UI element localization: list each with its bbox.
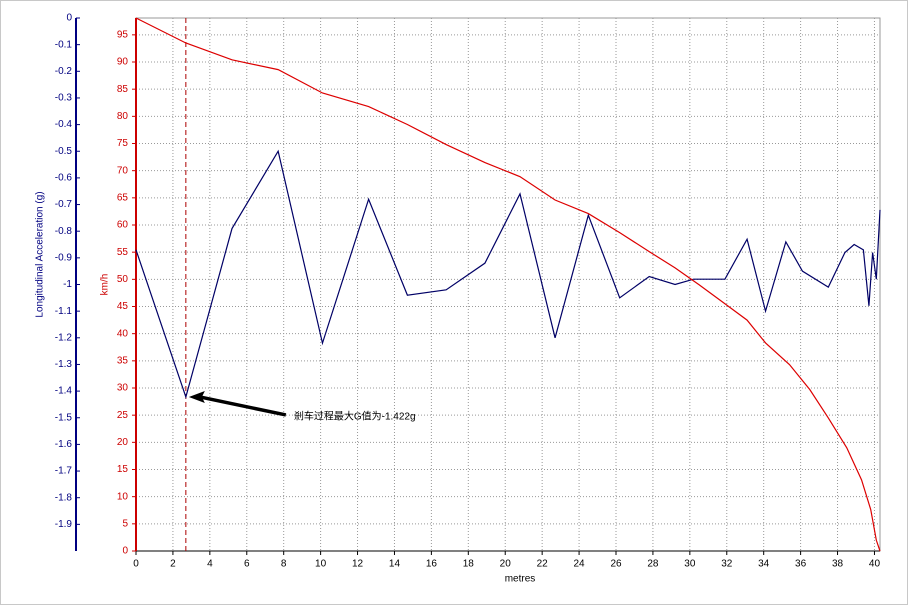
x-tick-label: 12 [352,559,364,570]
x-tick-label: 30 [684,559,696,570]
x-tick-label: 20 [500,559,512,570]
y2-tick-label: 95 [117,29,129,40]
x-tick-label: 14 [389,559,401,570]
y-tick-label: -0.6 [55,173,73,184]
y2-tick-label: 45 [117,301,129,312]
y2-tick-label: 90 [117,57,129,68]
y-axis-label: Longitudinal Acceleration (g) [35,191,46,317]
y2-tick-label: 85 [117,84,129,95]
y2-axis-label: km/h [100,274,111,296]
y-tick-label: -1.9 [55,519,73,530]
y-tick-label: -1.1 [55,306,73,317]
x-tick-label: 26 [610,559,622,570]
y2-tick-label: 25 [117,410,129,421]
x-tick-label: 6 [244,559,250,570]
y2-tick-label: 60 [117,220,129,231]
x-tick-label: 32 [721,559,733,570]
y-tick-label: -0.7 [55,199,73,210]
y-tick-label: -1.2 [55,332,73,343]
y2-tick-label: 0 [122,546,128,557]
y2-tick-label: 5 [122,518,128,529]
y2-tick-label: 10 [117,491,129,502]
y-tick-label: -0.3 [55,93,73,104]
y-tick-label: -0.4 [55,119,73,130]
x-tick-label: 4 [207,559,213,570]
x-tick-label: 36 [795,559,807,570]
y2-tick-label: 55 [117,247,129,258]
data-line [135,17,881,552]
y-tick-label: -0.1 [55,39,73,50]
y2-tick-label: 50 [117,274,129,285]
x-tick-label: 10 [315,559,327,570]
x-tick-label: 34 [758,559,770,570]
x-tick-label: 28 [647,559,659,570]
y2-tick-label: 70 [117,165,129,176]
y-tick-label: -0.2 [55,66,73,77]
y-tick-label: -1.6 [55,439,73,450]
y2-tick-label: 35 [117,355,129,366]
y-tick-label: -0.8 [55,226,73,237]
y2-tick-label: 65 [117,192,129,203]
y-tick-label: -0.5 [55,146,73,157]
x-tick-label: 8 [281,559,287,570]
x-tick-label: 24 [574,559,586,570]
x-tick-label: 18 [463,559,475,570]
x-tick-label: 40 [869,559,881,570]
x-tick-label: 2 [170,559,176,570]
data-line [135,149,881,400]
y-tick-label: -0.9 [55,252,73,263]
x-tick-label: 16 [426,559,438,570]
annotation-arrow [199,395,287,417]
annotation-arrow-head [188,390,205,403]
y2-tick-label: 20 [117,437,129,448]
x-tick-label: 38 [832,559,844,570]
y-tick-label: -1.7 [55,466,73,477]
y-tick-label: -1 [63,279,72,290]
x-tick-label: 0 [133,559,139,570]
y2-tick-label: 15 [117,464,129,475]
x-tick-label: 22 [537,559,549,570]
annotation: 剎车过程最大G值为-1.422g [294,410,416,423]
y-tick-label: -1.3 [55,359,73,370]
y-tick-label: -1.4 [55,386,73,397]
x-axis-label: metres [505,574,536,585]
y2-tick-label: 40 [117,328,129,339]
y-tick-label: 0 [66,13,72,24]
y-tick-label: -1.8 [55,492,73,503]
y-tick-label: -1.5 [55,412,73,423]
y2-tick-label: 30 [117,383,129,394]
y2-tick-label: 75 [117,138,129,149]
y2-tick-label: 80 [117,111,129,122]
